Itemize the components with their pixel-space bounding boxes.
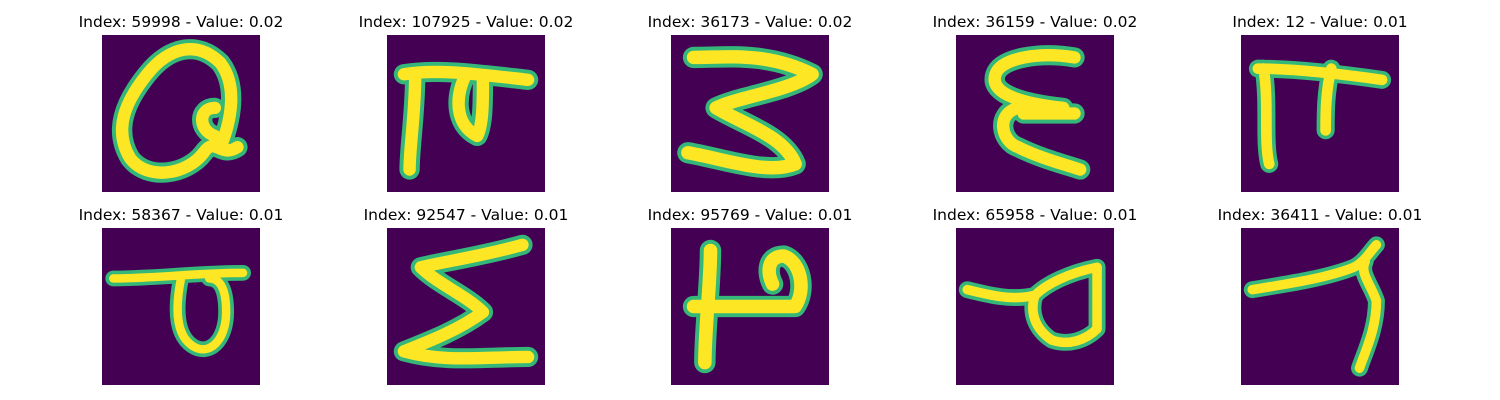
digit-image-pi-shape bbox=[387, 35, 545, 192]
panel-title: Index: 59998 - Value: 0.02 bbox=[78, 13, 284, 31]
panel-title: Index: 58367 - Value: 0.01 bbox=[78, 206, 284, 224]
digit-image-pi-shape-narrow bbox=[1241, 35, 1399, 192]
panel-title: Index: 36159 - Value: 0.02 bbox=[932, 13, 1138, 31]
panel-title: Index: 36411 - Value: 0.01 bbox=[1217, 206, 1423, 224]
stroke-core bbox=[988, 49, 1087, 176]
panel-title: Index: 95769 - Value: 0.01 bbox=[647, 206, 853, 224]
panel-title: Index: 12 - Value: 0.01 bbox=[1232, 13, 1408, 31]
digit-image-three-shape bbox=[671, 35, 829, 192]
panel-title: Index: 92547 - Value: 0.01 bbox=[363, 206, 569, 224]
digit-image-sigma-shape bbox=[387, 228, 545, 385]
stroke-core bbox=[1247, 240, 1382, 373]
stroke-core bbox=[109, 268, 248, 354]
stroke-core bbox=[397, 65, 535, 176]
panel-title: Index: 65958 - Value: 0.01 bbox=[932, 206, 1138, 224]
digit-image-a-loop bbox=[102, 35, 260, 192]
digit-image-q-loop-shape bbox=[956, 228, 1114, 385]
panel-title: Index: 36173 - Value: 0.02 bbox=[647, 13, 853, 31]
stroke-core bbox=[686, 243, 808, 370]
stroke-core bbox=[681, 50, 819, 175]
digit-image-p-bar-shape bbox=[102, 228, 260, 385]
stroke-core bbox=[115, 43, 244, 179]
stroke-core bbox=[1252, 63, 1388, 170]
panel-title: Index: 107925 - Value: 0.02 bbox=[358, 13, 574, 31]
digit-image-p-stem-shape bbox=[671, 228, 829, 385]
digit-image-epsilon-shape bbox=[956, 35, 1114, 192]
stroke-core bbox=[962, 262, 1102, 348]
stroke-core bbox=[397, 238, 535, 365]
digit-image-seven-shape bbox=[1241, 228, 1399, 385]
